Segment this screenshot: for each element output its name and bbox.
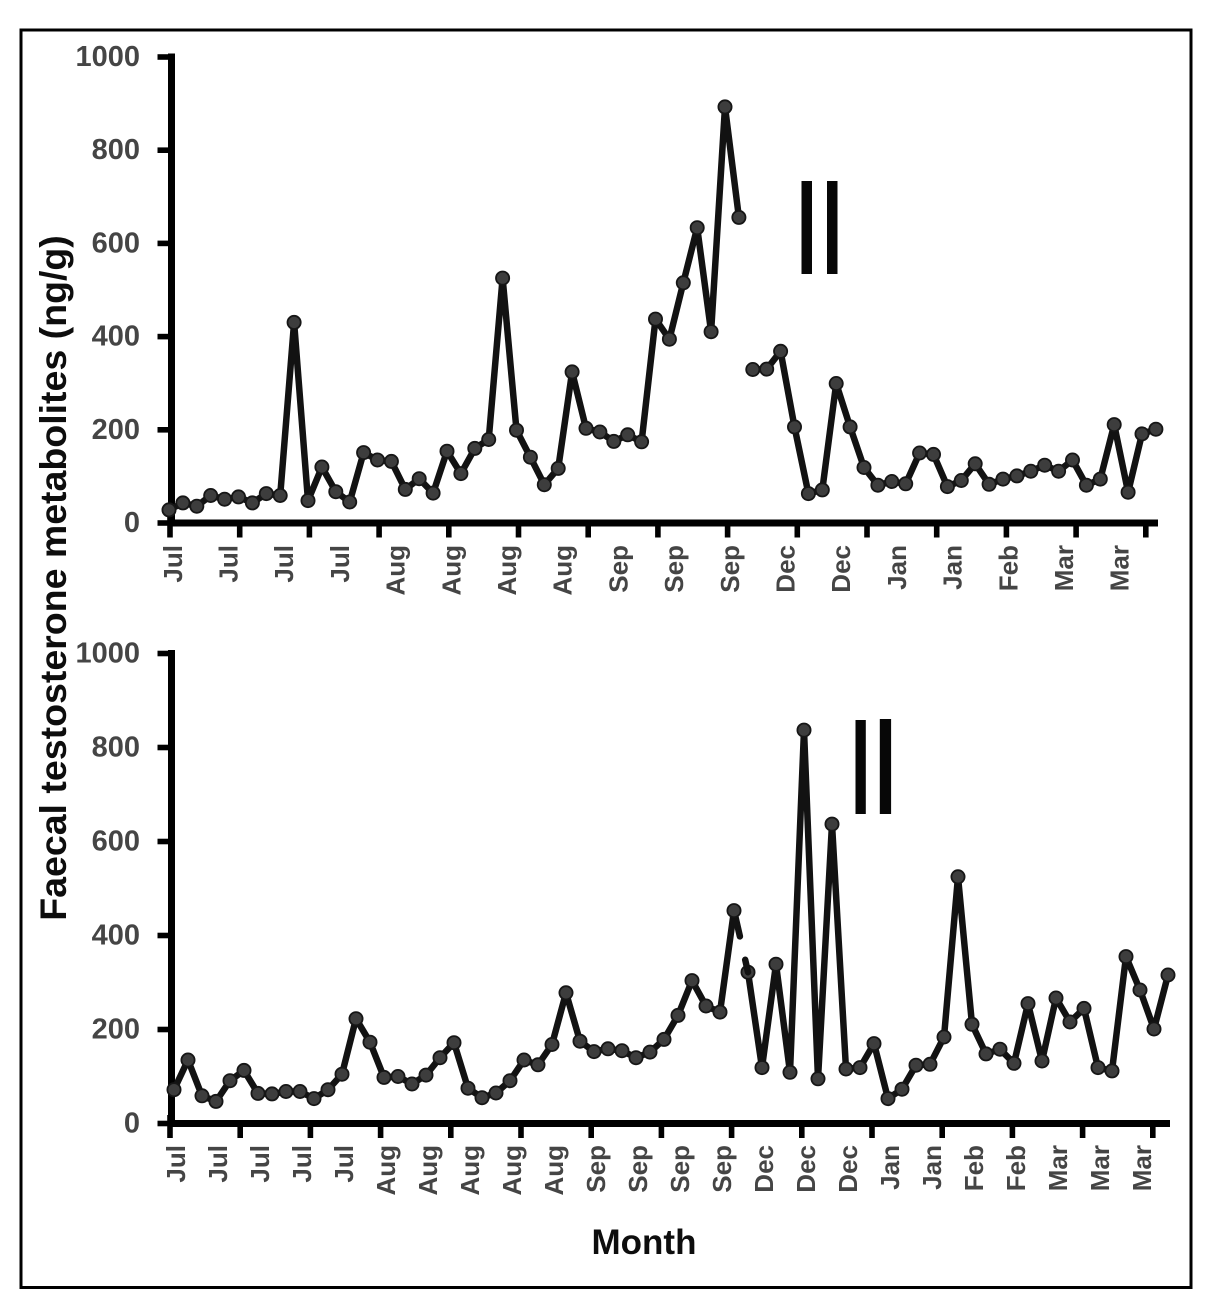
svg-text:Sep: Sep — [659, 545, 689, 593]
svg-text:Jul: Jul — [214, 545, 244, 583]
svg-text:Sep: Sep — [707, 1145, 737, 1193]
svg-text:Aug: Aug — [436, 545, 466, 596]
svg-text:Mar: Mar — [1127, 1145, 1157, 1191]
svg-text:600: 600 — [92, 227, 140, 259]
svg-text:Aug: Aug — [548, 545, 578, 596]
svg-text:200: 200 — [92, 414, 140, 446]
svg-text:Aug: Aug — [381, 545, 411, 596]
svg-text:Aug: Aug — [497, 1145, 527, 1196]
svg-text:0: 0 — [124, 507, 140, 539]
svg-text:Jul: Jul — [161, 1145, 191, 1183]
svg-text:400: 400 — [92, 321, 140, 353]
svg-text:Jan: Jan — [917, 1145, 947, 1190]
svg-text:Aug: Aug — [539, 1145, 569, 1196]
svg-text:800: 800 — [92, 134, 140, 166]
svg-text:Sep: Sep — [603, 545, 633, 593]
svg-text:Sep: Sep — [715, 545, 745, 593]
svg-text:Sep: Sep — [581, 1145, 611, 1193]
svg-text:Jul: Jul — [329, 1145, 359, 1183]
svg-text:Aug: Aug — [455, 1145, 485, 1196]
svg-text:Feb: Feb — [1001, 1145, 1031, 1191]
svg-text:Jul: Jul — [203, 1145, 233, 1183]
svg-text:Month: Month — [592, 1223, 697, 1262]
svg-text:Mar: Mar — [1043, 1145, 1073, 1191]
svg-text:Jul: Jul — [158, 545, 188, 583]
svg-text:Jul: Jul — [245, 1145, 275, 1183]
svg-text:Jan: Jan — [875, 1145, 905, 1190]
svg-text:Aug: Aug — [413, 1145, 443, 1196]
svg-text:0: 0 — [124, 1108, 140, 1140]
svg-text:Aug: Aug — [371, 1145, 401, 1196]
svg-text:Jul: Jul — [269, 545, 299, 583]
svg-text:Dec: Dec — [833, 1145, 863, 1193]
svg-text:1000: 1000 — [75, 638, 140, 670]
svg-text:Mar: Mar — [1105, 545, 1135, 591]
svg-text:Feb: Feb — [993, 545, 1023, 591]
svg-text:Dec: Dec — [771, 545, 801, 593]
svg-text:Sep: Sep — [665, 1145, 695, 1193]
svg-text:Jul: Jul — [325, 545, 355, 583]
svg-text:Dec: Dec — [791, 1145, 821, 1193]
svg-text:Feb: Feb — [959, 1145, 989, 1191]
svg-text:1000: 1000 — [75, 41, 140, 73]
svg-text:800: 800 — [92, 732, 140, 764]
svg-text:600: 600 — [92, 826, 140, 858]
svg-text:Sep: Sep — [623, 1145, 653, 1193]
svg-text:Jul: Jul — [287, 1145, 317, 1183]
svg-text:Dec: Dec — [826, 545, 856, 593]
svg-text:Faecal testosterone metabolite: Faecal testosterone metabolites (ng/g) — [32, 235, 74, 921]
svg-text:Mar: Mar — [1085, 1145, 1115, 1191]
svg-text:Aug: Aug — [492, 545, 522, 596]
svg-text:200: 200 — [92, 1014, 140, 1046]
svg-text:Dec: Dec — [749, 1145, 779, 1193]
svg-text:Mar: Mar — [1049, 545, 1079, 591]
svg-text:Jan: Jan — [882, 545, 912, 590]
svg-text:400: 400 — [92, 920, 140, 952]
svg-text:Jan: Jan — [938, 545, 968, 590]
